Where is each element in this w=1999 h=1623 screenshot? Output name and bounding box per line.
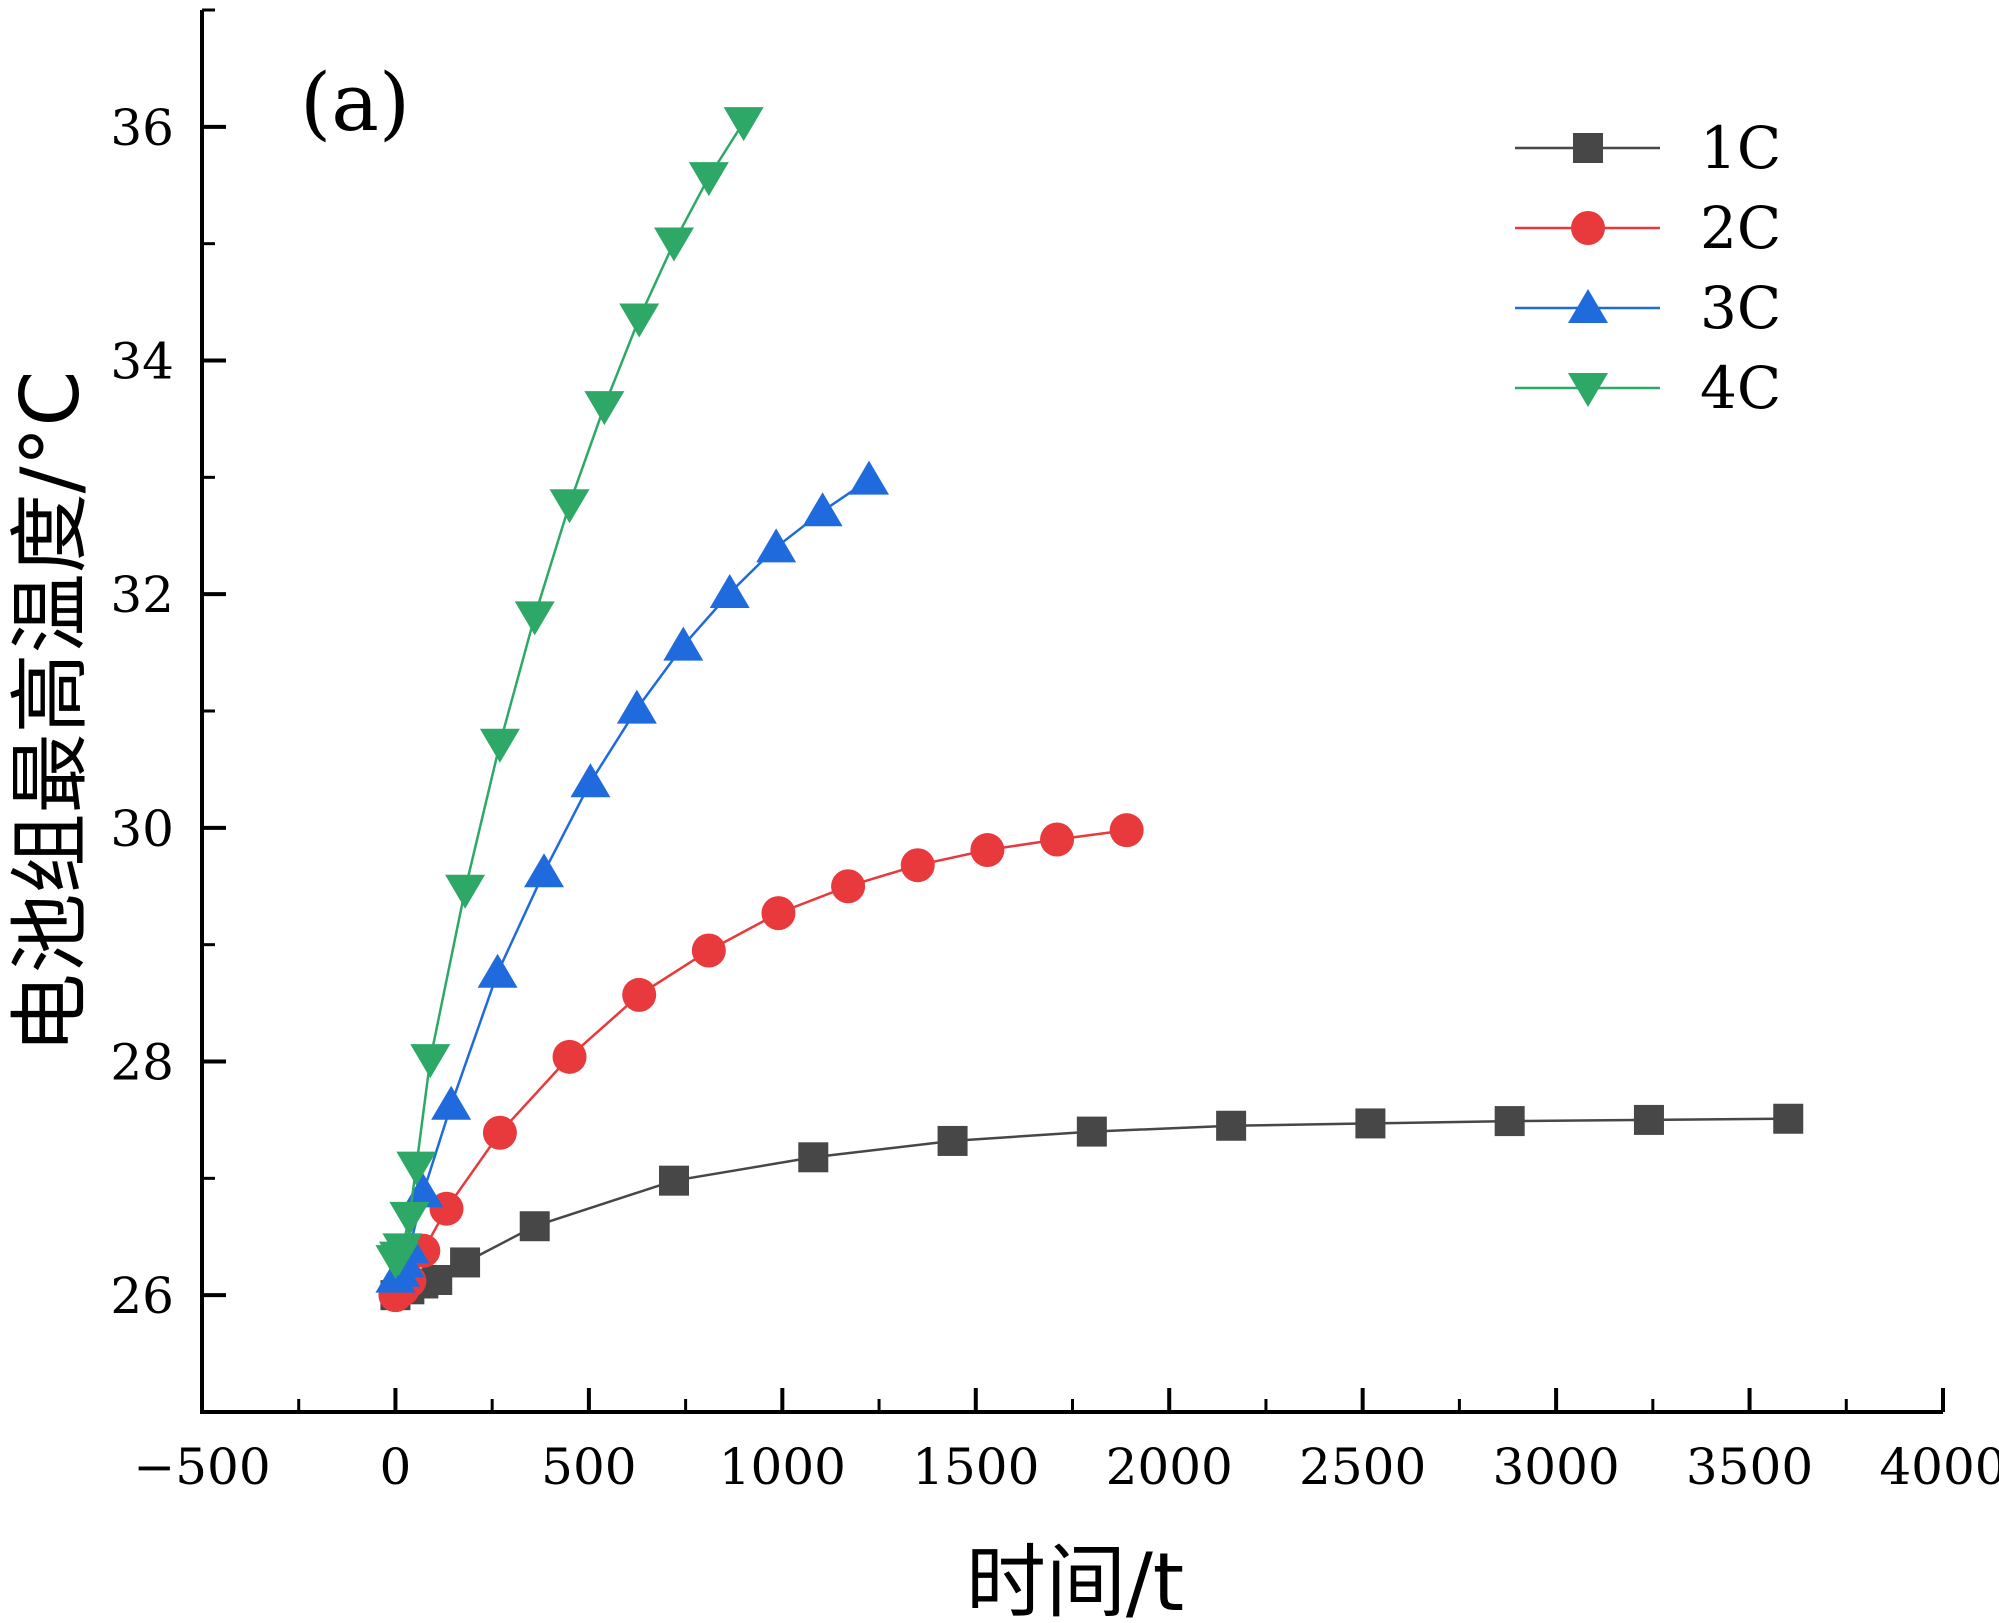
legend-item: 1C bbox=[1515, 114, 1781, 182]
data-point bbox=[688, 162, 729, 197]
x-tick-label: 2000 bbox=[1106, 1438, 1233, 1496]
data-point bbox=[709, 573, 750, 608]
data-point bbox=[1216, 1110, 1247, 1141]
x-tick-label: 1500 bbox=[912, 1438, 1039, 1496]
legend-item: 2C bbox=[1515, 194, 1781, 262]
data-point bbox=[431, 1085, 472, 1120]
data-point bbox=[848, 460, 889, 495]
data-point bbox=[619, 303, 660, 338]
data-point bbox=[552, 1039, 587, 1074]
x-ticks: −500 0 500 1000 1500 2000 2500 3000 3500 4000 bbox=[133, 1388, 1999, 1496]
x-axis-title: 时间/t bbox=[966, 1536, 1184, 1623]
data-point bbox=[450, 1247, 481, 1278]
y-tick-label: 36 bbox=[110, 99, 174, 157]
legend-item: 3C bbox=[1515, 274, 1781, 342]
legend-label: 1C bbox=[1700, 114, 1781, 182]
y-tick-label: 34 bbox=[110, 333, 174, 391]
data-point bbox=[584, 391, 625, 426]
data-point bbox=[761, 896, 796, 931]
data-point bbox=[445, 874, 486, 909]
data-point bbox=[479, 728, 520, 763]
x-tick-label: −500 bbox=[133, 1438, 270, 1496]
data-point bbox=[937, 1125, 968, 1156]
data-point bbox=[389, 1201, 430, 1236]
data-point bbox=[622, 977, 657, 1012]
data-point bbox=[519, 1211, 550, 1242]
axes: −500 0 500 1000 1500 2000 2500 3000 3500 4000 262… bbox=[110, 8, 1999, 1496]
data-point bbox=[570, 763, 611, 798]
data-point bbox=[1076, 1116, 1107, 1147]
data-point bbox=[396, 1151, 437, 1186]
data-point bbox=[900, 848, 935, 883]
data-point bbox=[691, 933, 726, 968]
x-tick-label: 500 bbox=[541, 1438, 636, 1496]
data-point bbox=[1040, 822, 1075, 857]
data-point bbox=[1355, 1108, 1386, 1139]
panel-label: (a) bbox=[300, 56, 410, 149]
data-point bbox=[549, 489, 590, 524]
legend-item: 4C bbox=[1515, 354, 1781, 422]
y-tick-label: 32 bbox=[110, 566, 174, 624]
data-point bbox=[403, 1173, 444, 1208]
data-point bbox=[802, 492, 843, 527]
y-ticks: 26 28 30 32 34 36 bbox=[110, 8, 226, 1414]
legend-marker bbox=[1568, 373, 1608, 407]
series-line bbox=[394, 121, 745, 1261]
y-tick-label: 28 bbox=[110, 1034, 174, 1092]
series-2C bbox=[378, 813, 1144, 1313]
x-tick-label: 3500 bbox=[1686, 1438, 1813, 1496]
data-point bbox=[970, 833, 1005, 868]
legend-label: 2C bbox=[1700, 194, 1781, 262]
legend-marker bbox=[1573, 133, 1603, 163]
data-point bbox=[410, 1044, 451, 1079]
legend: 1C 2C 3C 4C bbox=[1515, 114, 1781, 422]
y-axis-title: 电池组最高温度/°C bbox=[4, 371, 97, 1054]
series-line bbox=[394, 828, 1127, 1297]
data-point bbox=[514, 601, 555, 636]
data-point bbox=[477, 953, 518, 988]
y-tick-label: 26 bbox=[110, 1267, 174, 1325]
data-point bbox=[756, 528, 797, 563]
data-point bbox=[654, 227, 695, 262]
data-point bbox=[1109, 813, 1144, 848]
data-point bbox=[831, 869, 866, 904]
x-tick-label: 2500 bbox=[1299, 1438, 1426, 1496]
data-point bbox=[1773, 1103, 1804, 1134]
y-tick-label: 30 bbox=[110, 800, 174, 858]
data-point bbox=[798, 1142, 829, 1173]
data-point bbox=[1494, 1106, 1525, 1137]
data-point bbox=[1633, 1104, 1664, 1135]
legend-marker bbox=[1571, 211, 1605, 245]
data-point bbox=[723, 107, 764, 142]
data-point bbox=[616, 689, 657, 724]
x-tick-label: 4000 bbox=[1879, 1438, 1999, 1496]
legend-marker bbox=[1568, 289, 1608, 323]
series-1C bbox=[380, 1103, 1804, 1311]
series-layer bbox=[375, 107, 1804, 1313]
series-4C bbox=[375, 107, 764, 1280]
data-point bbox=[422, 1264, 453, 1295]
data-point bbox=[524, 853, 565, 888]
x-tick-label: 0 bbox=[380, 1438, 412, 1496]
data-point bbox=[663, 626, 704, 661]
x-tick-label: 3000 bbox=[1492, 1438, 1619, 1496]
data-point bbox=[382, 1233, 423, 1268]
legend-label: 4C bbox=[1700, 354, 1781, 422]
data-point bbox=[482, 1115, 517, 1150]
legend-label: 3C bbox=[1700, 274, 1781, 342]
x-tick-label: 1000 bbox=[719, 1438, 846, 1496]
data-point bbox=[659, 1165, 690, 1196]
